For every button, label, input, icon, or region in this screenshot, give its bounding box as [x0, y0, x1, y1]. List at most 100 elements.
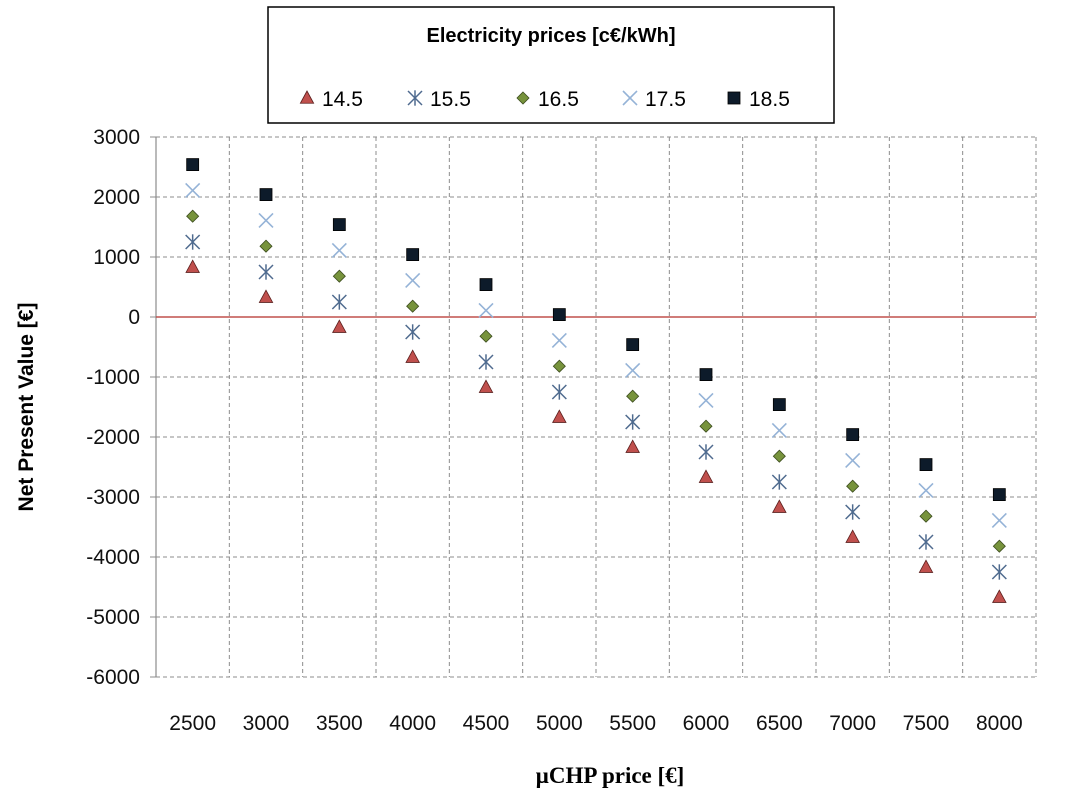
legend-item: 14.5 [299, 88, 363, 111]
legend-items: 14.5 15.5 16.5 17.5 18.5 [299, 88, 790, 111]
data-point-series-14.5 [185, 259, 200, 273]
data-point-series-17.5 [625, 362, 641, 378]
x-tick-label: 7000 [829, 712, 876, 735]
data-point-series-18.5 [259, 188, 273, 202]
data-point-series-17.5 [771, 422, 787, 438]
x-tick-label: 5000 [536, 712, 583, 735]
data-point-series-15.5 [185, 234, 201, 250]
data-point-series-15.5 [918, 534, 934, 550]
x-tick-label: 5500 [609, 712, 656, 735]
y-tick-label: -1000 [86, 366, 140, 389]
axes [150, 136, 1036, 678]
data-point-series-17.5 [185, 182, 201, 198]
data-point-series-14.5 [918, 559, 934, 573]
data-point-series-18.5 [186, 158, 200, 172]
data-point-series-16.5 [186, 209, 200, 223]
x-tick-label: 3000 [243, 712, 290, 735]
data-point-series-14.5 [478, 379, 494, 393]
data-points [185, 158, 1007, 603]
y-axis-label: Net Present Value [€] [15, 303, 38, 512]
data-point-series-14.5 [772, 499, 787, 513]
legend-label: 15.5 [430, 88, 471, 111]
legend-marker [516, 91, 530, 105]
x-tick-label: 8000 [976, 712, 1023, 735]
data-point-series-14.5 [258, 289, 274, 303]
legend-label: 14.5 [322, 88, 363, 111]
x-tick-labels: 2500 3000 3500 4000 4500 5000 5500 6000 6500 7000… [169, 712, 1022, 735]
data-point-series-17.5 [331, 242, 347, 258]
data-point-series-15.5 [625, 414, 641, 430]
data-point-series-16.5 [699, 419, 713, 433]
data-point-series-18.5 [552, 308, 566, 322]
data-point-series-16.5 [552, 359, 566, 373]
data-point-series-16.5 [406, 299, 420, 313]
data-point-series-16.5 [259, 239, 273, 253]
y-tick-label: 0 [128, 306, 140, 329]
data-point-series-16.5 [479, 329, 493, 343]
data-point-series-15.5 [258, 264, 274, 280]
data-point-series-17.5 [405, 272, 421, 288]
data-point-series-17.5 [918, 482, 934, 498]
legend-item: 18.5 [727, 88, 790, 111]
data-point-series-14.5 [332, 319, 347, 333]
data-point-series-16.5 [332, 269, 346, 283]
grid [156, 136, 1037, 678]
data-point-series-15.5 [991, 564, 1007, 580]
y-tick-label: -5000 [86, 606, 140, 629]
data-point-series-15.5 [698, 444, 714, 460]
y-tick-label: -6000 [86, 666, 140, 689]
y-tick-label: -3000 [86, 486, 140, 509]
data-point-series-15.5 [405, 324, 421, 340]
legend-marker [727, 91, 741, 105]
data-point-series-14.5 [625, 439, 640, 453]
data-point-series-15.5 [771, 474, 787, 490]
x-tick-label: 6500 [756, 712, 803, 735]
legend: Electricity prices [c€/kWh] 14.5 15.5 16.5… [267, 6, 835, 124]
data-point-series-15.5 [551, 384, 567, 400]
y-tick-label: 3000 [93, 126, 140, 149]
data-point-series-16.5 [919, 509, 933, 523]
x-axis-label: µCHP price [€] [536, 763, 685, 788]
legend-title: Electricity prices [c€/kWh] [427, 25, 676, 47]
data-point-series-16.5 [626, 389, 640, 403]
data-point-series-14.5 [552, 409, 567, 423]
data-point-series-18.5 [992, 488, 1006, 502]
data-point-series-18.5 [699, 368, 713, 382]
data-point-series-17.5 [845, 452, 861, 468]
legend-marker [407, 90, 423, 106]
data-point-series-17.5 [258, 212, 274, 228]
y-tick-labels: 3000 2000 1000 0 -1000 -2000 -3000 -4000 -5000 -6… [86, 126, 140, 689]
data-point-series-17.5 [551, 332, 567, 348]
data-point-series-17.5 [698, 392, 714, 408]
data-point-series-15.5 [845, 504, 861, 520]
x-tick-label: 3500 [316, 712, 363, 735]
legend-marker [622, 90, 638, 106]
y-tick-label: -2000 [86, 426, 140, 449]
x-tick-label: 4500 [463, 712, 510, 735]
data-point-series-18.5 [772, 398, 786, 412]
legend-marker [299, 90, 315, 104]
y-tick-label: -4000 [86, 546, 140, 569]
legend-item: 16.5 [516, 88, 579, 111]
legend-label: 18.5 [749, 88, 790, 111]
data-point-series-15.5 [331, 294, 347, 310]
x-tick-label: 7500 [903, 712, 950, 735]
y-tick-label: 2000 [93, 186, 140, 209]
data-point-series-18.5 [919, 458, 933, 472]
data-point-series-17.5 [478, 302, 494, 318]
data-point-series-14.5 [845, 529, 860, 543]
data-point-series-18.5 [626, 338, 640, 352]
data-point-series-14.5 [992, 589, 1007, 603]
data-point-series-18.5 [479, 278, 493, 292]
data-point-series-16.5 [772, 449, 786, 463]
legend-label: 17.5 [645, 88, 686, 111]
data-point-series-18.5 [332, 218, 346, 232]
legend-label: 16.5 [538, 88, 579, 111]
data-point-series-15.5 [478, 354, 494, 370]
legend-item: 15.5 [407, 88, 471, 111]
data-point-series-16.5 [992, 539, 1006, 553]
x-tick-label: 6000 [683, 712, 730, 735]
legend-item: 17.5 [622, 88, 686, 111]
data-point-series-18.5 [846, 428, 860, 442]
